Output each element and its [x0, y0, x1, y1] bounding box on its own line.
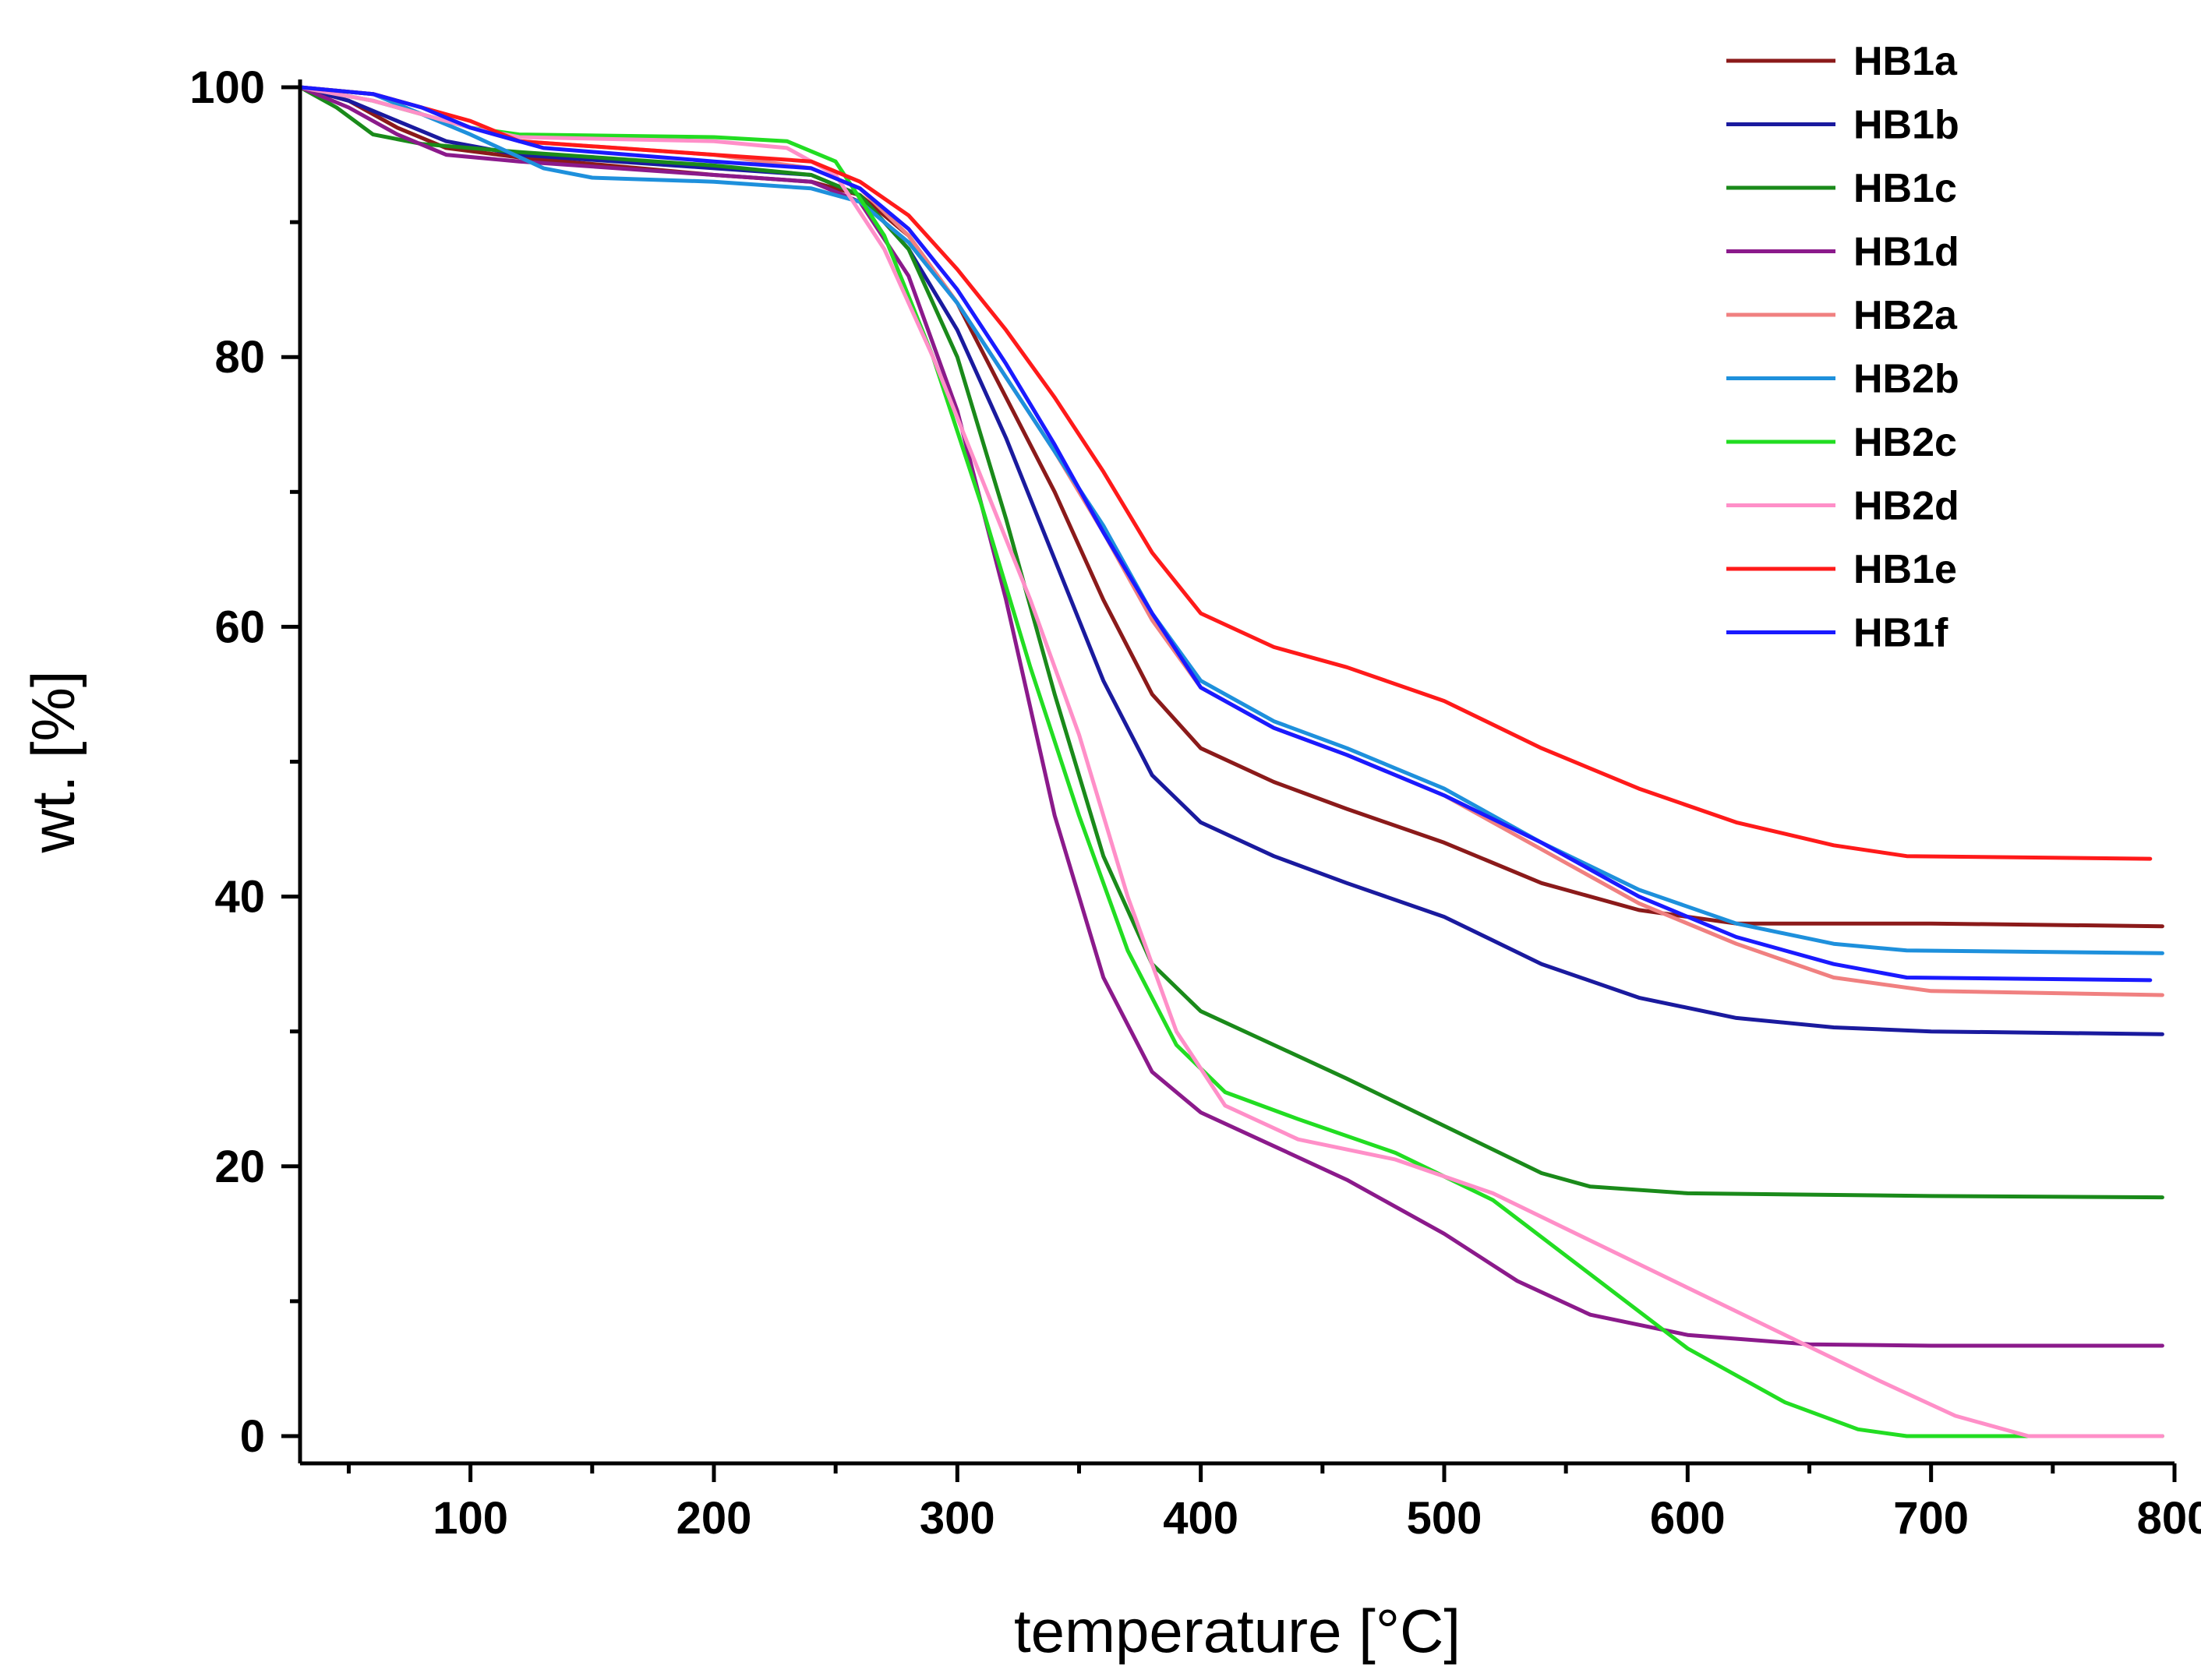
legend-label-hb2a: HB2a — [1853, 293, 1958, 338]
series-line-hb1c — [298, 85, 2164, 1200]
legend-label-hb2c: HB2c — [1853, 420, 1957, 465]
series-line-hb2a — [298, 85, 2164, 997]
y-tick-label: 0 — [240, 1411, 265, 1462]
series-line-hb2c — [298, 85, 2164, 1438]
x-tick-label: 100 — [433, 1493, 508, 1544]
y-tick-label: 40 — [214, 872, 265, 923]
x-tick-label: 300 — [920, 1493, 995, 1544]
axes-layer — [298, 79, 2175, 1466]
x-tick-label: 600 — [1650, 1493, 1726, 1544]
ticks-layer: 100 200 300 400 500 600 700 800 0 20 40 60 80 100 — [189, 62, 2201, 1544]
series-layer — [298, 85, 2164, 1438]
legend-label-hb2b: HB2b — [1853, 357, 1959, 402]
series-line-hb1a — [298, 85, 2164, 929]
legend-label-hb1f: HB1f — [1853, 611, 1948, 656]
legend-label-hb2d: HB2d — [1853, 484, 1959, 529]
legend-label-hb1c: HB1c — [1853, 166, 1957, 211]
x-tick-label: 700 — [1893, 1493, 1969, 1544]
series-line-hb2b — [298, 85, 2164, 955]
series-line-hb1f — [298, 85, 2153, 983]
y-tick-label: 60 — [214, 602, 265, 652]
x-tick-label: 200 — [677, 1493, 752, 1544]
legend-label-hb1e: HB1e — [1853, 547, 1957, 592]
series-line-hb1d — [298, 85, 2164, 1348]
x-tick-label: 500 — [1407, 1493, 1482, 1544]
series-line-hb2d — [298, 85, 2164, 1438]
y-tick-label: 80 — [214, 332, 265, 383]
y-tick-label: 100 — [189, 62, 265, 113]
legend-label-hb1d: HB1d — [1853, 230, 1959, 275]
legend: HB1a HB1b HB1c HB1d HB2a HB2b HB2c HB2d HB1e HB1f — [1726, 39, 1959, 656]
legend-label-hb1a: HB1a — [1853, 39, 1958, 84]
legend-label-hb1b: HB1b — [1853, 103, 1959, 148]
y-axis-title: wt. [%] — [19, 670, 87, 853]
y-tick-label: 20 — [214, 1142, 265, 1192]
x-tick-label: 800 — [2137, 1493, 2201, 1544]
x-axis-title: temperature [°C] — [1014, 1597, 1461, 1665]
x-tick-label: 400 — [1163, 1493, 1238, 1544]
